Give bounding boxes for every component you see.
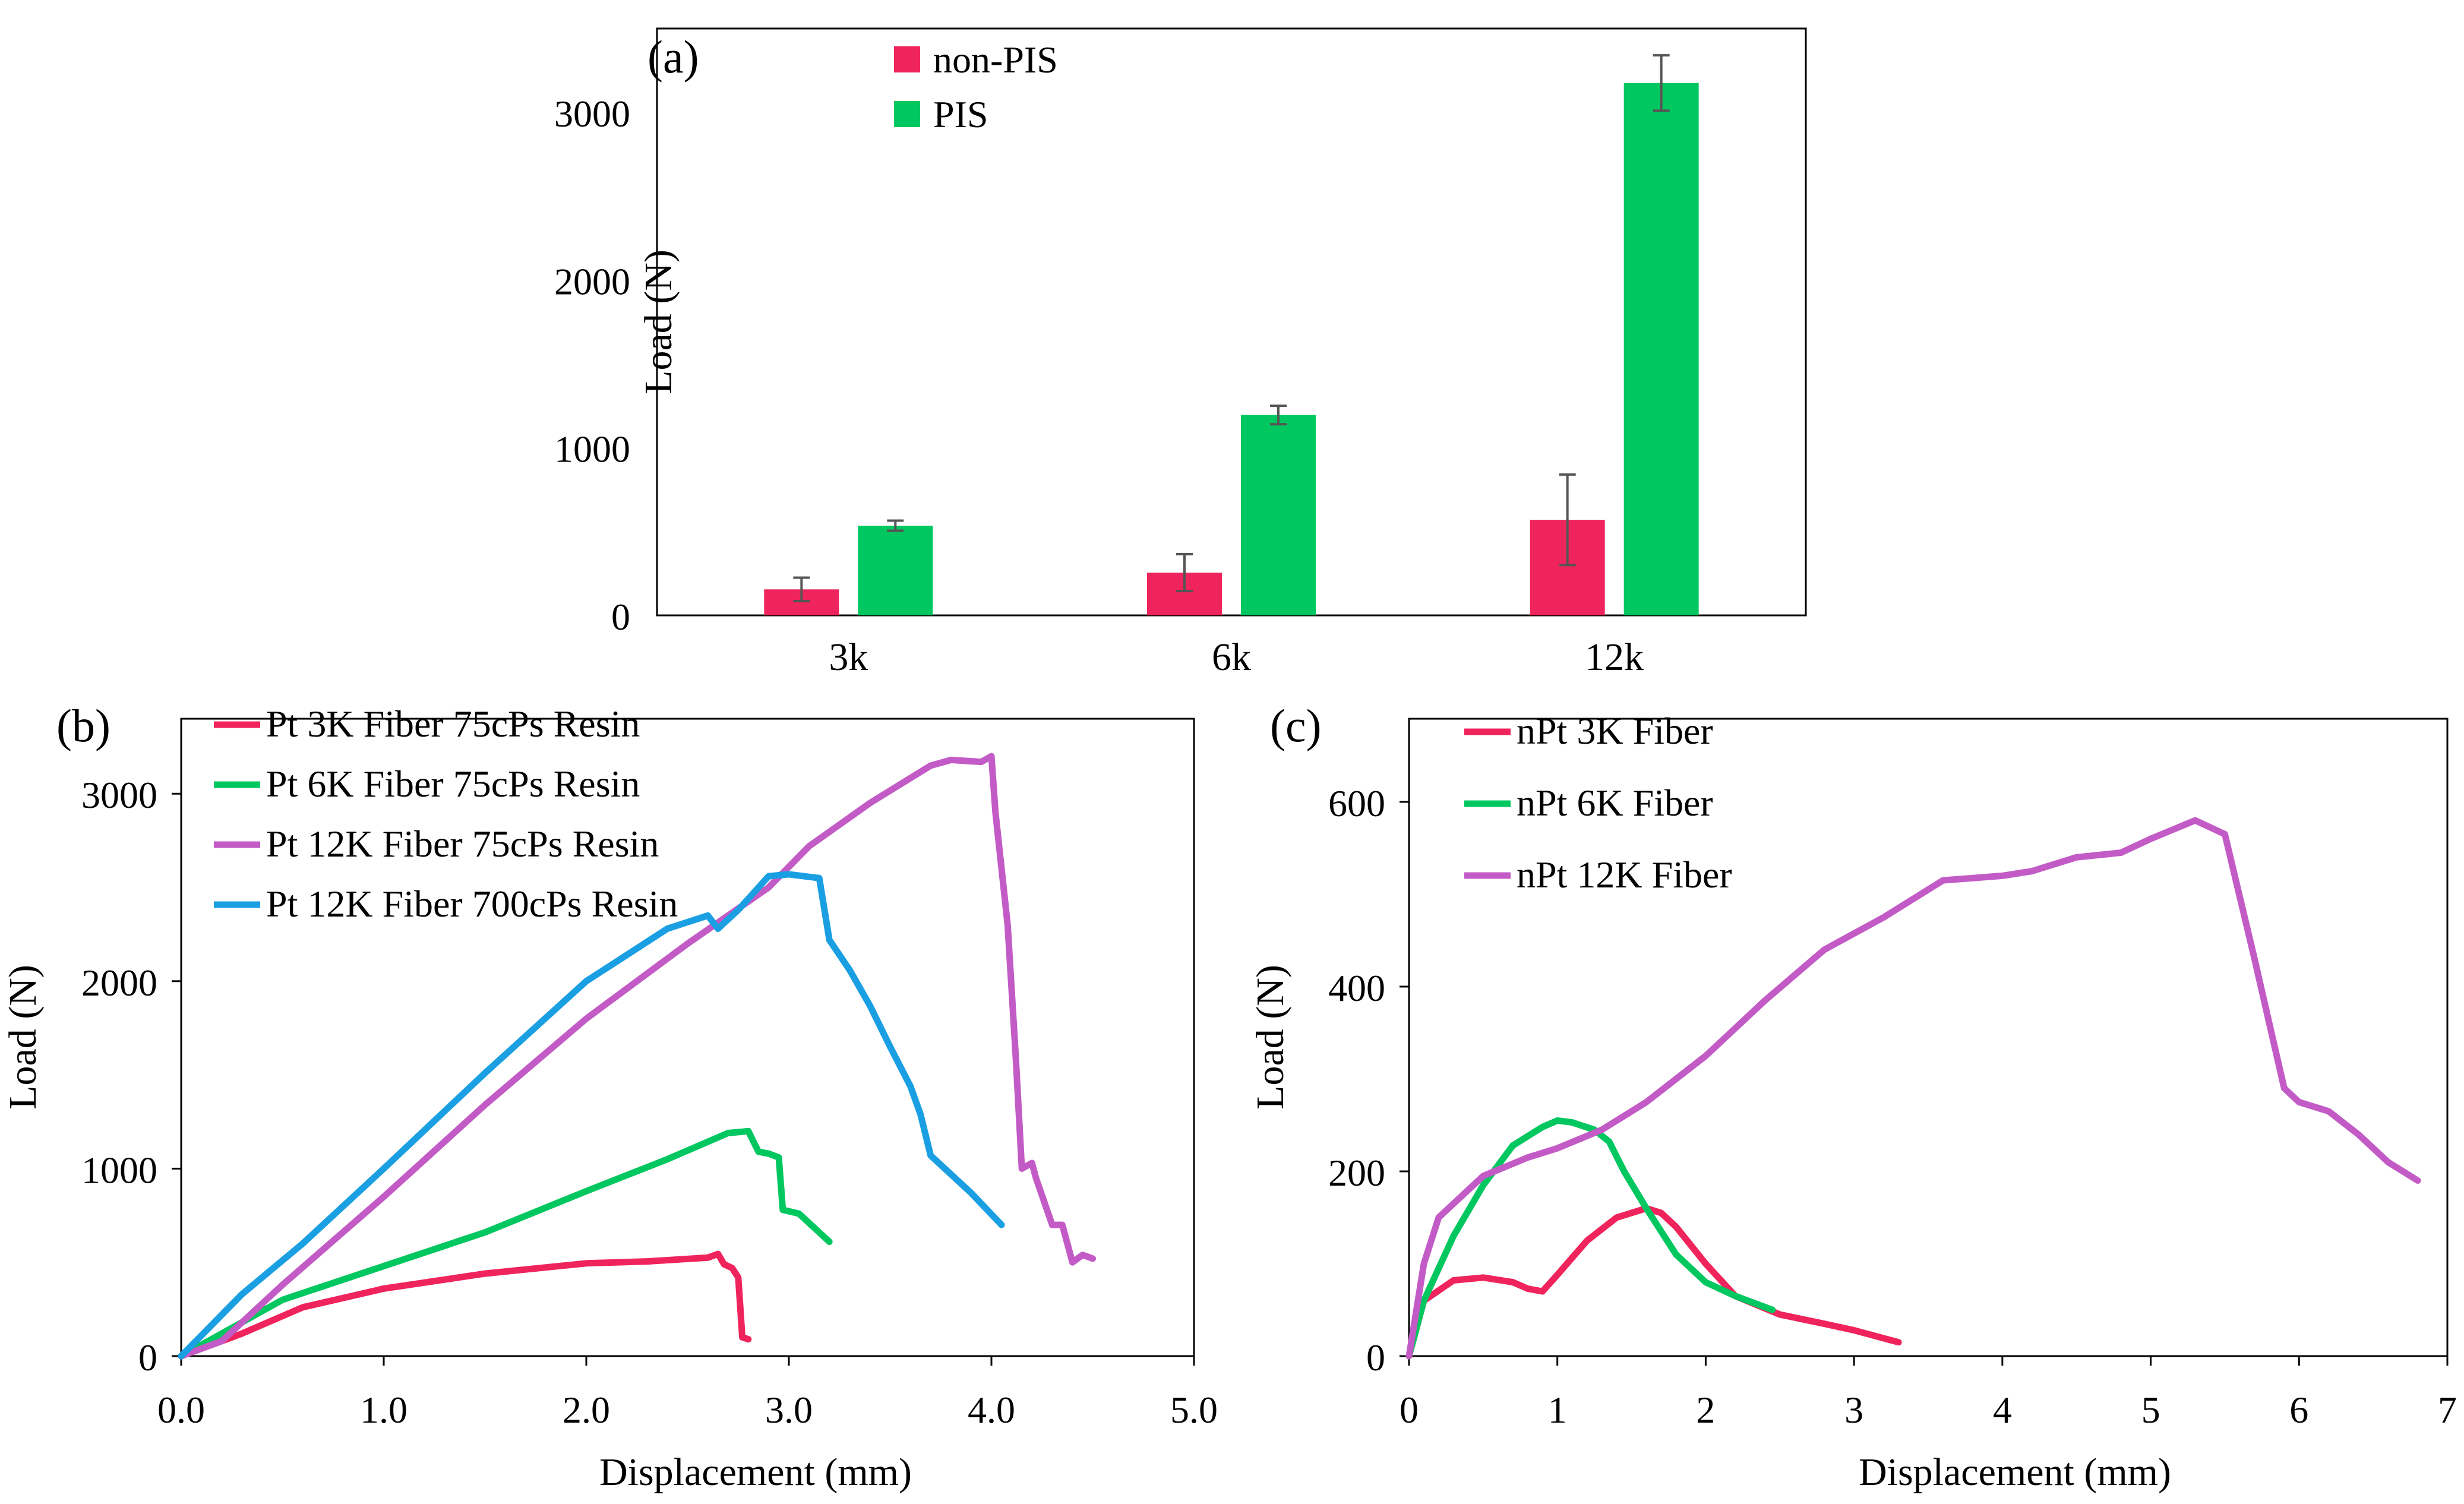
panel-label: (a) xyxy=(647,31,699,83)
series-line-c-2 xyxy=(1405,817,2421,1360)
y-tick-label: 1000 xyxy=(81,1149,157,1191)
x-tick-label: 3k xyxy=(829,636,868,679)
error-bar xyxy=(1270,405,1287,426)
y-tick-label: 200 xyxy=(1328,1152,1385,1194)
series-line-b-3 xyxy=(178,871,1005,1360)
x-axis-title: Displacement (mm) xyxy=(1859,1451,2171,1494)
y-axis-title: Load (N) xyxy=(1,965,45,1110)
x-tick-label: 3.0 xyxy=(765,1389,813,1431)
x-axis-title: Displacement (mm) xyxy=(599,1451,912,1494)
y-tick-label: 600 xyxy=(1328,782,1385,824)
legend-entry: Pt 12K Fiber 700cPs Resin xyxy=(266,883,678,925)
x-tick-label: 3 xyxy=(1844,1389,1863,1431)
x-tick-label: 5 xyxy=(2141,1389,2160,1431)
error-bar xyxy=(793,576,810,603)
bar-pis xyxy=(858,525,933,615)
x-tick-label: 4 xyxy=(1993,1389,2012,1431)
x-tick-label: 1.0 xyxy=(360,1389,407,1431)
series-line-b-2 xyxy=(178,753,1096,1360)
y-tick-label: 2000 xyxy=(554,260,630,302)
x-tick-label: 7 xyxy=(2438,1389,2457,1431)
y-tick-label: 0 xyxy=(138,1336,157,1379)
panel-a-bar-chart: (a) 0 1000 2000 3000 Load (N) 3k 6k 12k non-PIS PI… xyxy=(554,27,1807,679)
x-tick-label: 2 xyxy=(1696,1389,1715,1431)
x-tick-label: 4.0 xyxy=(968,1389,1015,1431)
error-bar xyxy=(1559,473,1576,567)
legend-entry: Pt 12K Fiber 75cPs Resin xyxy=(266,823,659,865)
x-tick-label: 2.0 xyxy=(563,1389,610,1431)
legend-entry: non-PIS xyxy=(933,39,1058,81)
bar-pis xyxy=(1241,415,1316,615)
legend-entry: PIS xyxy=(933,93,988,135)
legend-entry: nPt 3K Fiber xyxy=(1517,710,1713,752)
y-tick-label: 3000 xyxy=(554,93,630,135)
y-tick-label: 1000 xyxy=(554,428,630,470)
x-tick-label: 5.0 xyxy=(1170,1389,1218,1431)
y-axis-title: Load (N) xyxy=(1249,965,1292,1110)
x-tick-label: 0.0 xyxy=(157,1389,205,1431)
y-tick-label: 0 xyxy=(1366,1336,1385,1379)
legend-entry: nPt 12K Fiber xyxy=(1517,854,1732,896)
panel-label: (b) xyxy=(56,700,110,751)
legend-swatch xyxy=(894,101,920,127)
y-tick-label: 400 xyxy=(1328,967,1385,1009)
series-line-b-1 xyxy=(178,1127,833,1360)
legend-entry: Pt 6K Fiber 75cPs Resin xyxy=(266,763,640,805)
panel-label: (c) xyxy=(1270,700,1322,751)
legend-swatch xyxy=(894,46,920,72)
error-bar xyxy=(1176,552,1193,593)
x-tick-label: 1 xyxy=(1548,1389,1567,1431)
legend-entry: nPt 6K Fiber xyxy=(1517,782,1713,824)
panel-c-line-chart: (c) 0 1 2 3 4 5 6 7 0 200 400 600 Displacement (mm) Lo… xyxy=(1249,700,2457,1494)
y-tick-label: 3000 xyxy=(81,774,157,816)
y-axis-title: Load (N) xyxy=(637,249,680,394)
error-bar xyxy=(1653,54,1670,112)
series-line-c-1 xyxy=(1405,1117,1776,1360)
plot-frame xyxy=(180,718,1195,1357)
error-bar xyxy=(887,519,904,532)
bar-pis xyxy=(1623,83,1699,615)
x-tick-label: 0 xyxy=(1400,1389,1419,1431)
y-tick-label: 0 xyxy=(611,596,630,638)
y-tick-label: 2000 xyxy=(81,962,157,1004)
plot-frame xyxy=(1408,718,2449,1357)
legend-entry: Pt 3K Fiber 75cPs Resin xyxy=(266,703,640,745)
panel-b-line-chart: (b) 0.0 1.0 2.0 3.0 4.0 5.0 0 1000 2000 3000 Displa… xyxy=(1,700,1218,1494)
x-tick-label: 6k xyxy=(1212,636,1251,679)
x-tick-label: 6 xyxy=(2289,1389,2308,1431)
plot-frame xyxy=(656,27,1807,617)
x-tick-label: 12k xyxy=(1585,636,1644,679)
series-line-c-0 xyxy=(1405,1205,1902,1360)
series-line-b-0 xyxy=(178,1250,752,1360)
